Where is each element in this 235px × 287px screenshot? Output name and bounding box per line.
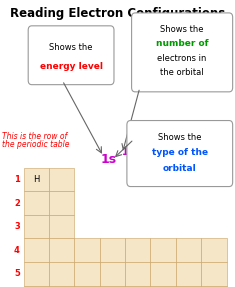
- FancyBboxPatch shape: [49, 262, 74, 286]
- Text: Shows the: Shows the: [160, 25, 204, 34]
- Text: 1: 1: [121, 147, 128, 157]
- FancyBboxPatch shape: [24, 262, 49, 286]
- FancyBboxPatch shape: [125, 238, 150, 262]
- Text: This is the row of: This is the row of: [2, 132, 67, 141]
- Text: Shows the: Shows the: [158, 133, 202, 142]
- FancyBboxPatch shape: [24, 215, 49, 238]
- Text: Shows the: Shows the: [49, 43, 93, 52]
- Text: electrons in: electrons in: [157, 53, 207, 63]
- FancyBboxPatch shape: [49, 286, 74, 287]
- Text: number of: number of: [156, 39, 208, 49]
- FancyBboxPatch shape: [100, 262, 125, 286]
- Text: 1s: 1s: [101, 153, 117, 166]
- FancyBboxPatch shape: [132, 13, 233, 92]
- Text: 5: 5: [14, 269, 20, 278]
- Text: type of the: type of the: [152, 148, 208, 157]
- FancyBboxPatch shape: [201, 238, 227, 262]
- FancyBboxPatch shape: [201, 262, 227, 286]
- Text: 1: 1: [14, 175, 20, 184]
- FancyBboxPatch shape: [150, 238, 176, 262]
- Text: 4: 4: [14, 246, 20, 255]
- Text: 3: 3: [14, 222, 20, 231]
- FancyBboxPatch shape: [176, 286, 201, 287]
- FancyBboxPatch shape: [176, 238, 201, 262]
- Text: orbital: orbital: [163, 164, 197, 173]
- FancyBboxPatch shape: [100, 286, 125, 287]
- Text: Reading Electron Configurations: Reading Electron Configurations: [10, 7, 225, 20]
- FancyBboxPatch shape: [49, 215, 74, 238]
- FancyBboxPatch shape: [74, 238, 100, 262]
- FancyBboxPatch shape: [127, 121, 233, 187]
- Text: H: H: [33, 175, 39, 184]
- FancyBboxPatch shape: [150, 286, 176, 287]
- FancyBboxPatch shape: [125, 262, 150, 286]
- FancyBboxPatch shape: [201, 286, 227, 287]
- FancyBboxPatch shape: [49, 238, 74, 262]
- FancyBboxPatch shape: [100, 238, 125, 262]
- FancyBboxPatch shape: [28, 26, 114, 85]
- FancyBboxPatch shape: [74, 286, 100, 287]
- FancyBboxPatch shape: [24, 286, 49, 287]
- Text: the orbital: the orbital: [160, 67, 204, 77]
- FancyBboxPatch shape: [176, 262, 201, 286]
- Text: the periodic table: the periodic table: [2, 140, 70, 149]
- FancyBboxPatch shape: [74, 262, 100, 286]
- FancyBboxPatch shape: [24, 191, 49, 215]
- Text: energy level: energy level: [39, 62, 103, 71]
- FancyBboxPatch shape: [24, 168, 49, 191]
- FancyBboxPatch shape: [150, 262, 176, 286]
- FancyBboxPatch shape: [24, 238, 49, 262]
- FancyBboxPatch shape: [49, 168, 74, 191]
- FancyBboxPatch shape: [125, 286, 150, 287]
- Text: 2: 2: [14, 199, 20, 208]
- FancyBboxPatch shape: [49, 191, 74, 215]
